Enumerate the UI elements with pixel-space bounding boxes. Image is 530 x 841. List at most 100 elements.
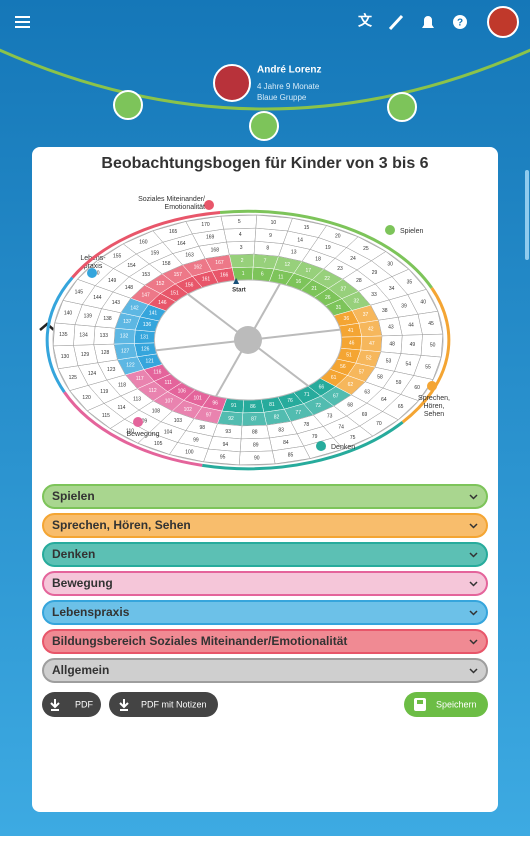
button-label: Speichern xyxy=(436,699,477,709)
cell-number: 48 xyxy=(389,342,395,348)
domain-label: Denken xyxy=(331,444,355,451)
timeline-arc xyxy=(0,48,530,111)
help-button[interactable]: ? xyxy=(453,15,467,29)
wheel-cell[interactable] xyxy=(185,215,224,235)
spoke xyxy=(247,328,341,341)
nav-button[interactable] xyxy=(113,90,143,120)
domain-label: Hören, xyxy=(423,403,444,410)
cell-number: 148 xyxy=(125,285,134,291)
domain-dot xyxy=(204,200,214,210)
cell-number: 152 xyxy=(156,281,165,287)
collapse-button[interactable] xyxy=(39,322,55,331)
edit-button[interactable] xyxy=(388,14,404,31)
cell-number: 129 xyxy=(81,352,90,358)
cell-number: 55 xyxy=(425,364,431,370)
domain-dot xyxy=(385,225,395,235)
cell-number: 81 xyxy=(269,402,275,408)
pdf-button[interactable]: PDF xyxy=(42,692,101,717)
cell-number: 60 xyxy=(414,385,420,391)
cell-number: 19 xyxy=(325,245,331,251)
cell-number: 27 xyxy=(341,286,347,292)
cell-number: 3 xyxy=(240,245,243,251)
cell-number: 162 xyxy=(194,265,203,271)
accordion-item[interactable]: Allgemein xyxy=(42,658,488,683)
cell-number: 69 xyxy=(362,412,368,418)
cell-number: 95 xyxy=(220,455,226,461)
cell-number: 83 xyxy=(278,427,284,433)
cell-number: 133 xyxy=(100,333,109,339)
accordion-item[interactable]: Spielen xyxy=(42,484,488,509)
chevron xyxy=(469,552,478,558)
accordion-label: Bildungsbereich Soziales Miteinander/Emo… xyxy=(52,634,347,648)
cell-number: 52 xyxy=(366,355,372,361)
cell-number: 37 xyxy=(363,312,369,318)
cell-number: 49 xyxy=(410,342,416,348)
cell-number: 120 xyxy=(82,395,91,401)
nav-button[interactable] xyxy=(387,92,417,122)
accordion-item[interactable]: Sprechen, Hören, Sehen xyxy=(42,513,488,538)
cell-number: 169 xyxy=(206,235,215,241)
cell-number: 113 xyxy=(133,396,141,402)
cell-number: 158 xyxy=(162,261,171,267)
domain-label: Bewegung xyxy=(126,431,159,438)
cell-number: 64 xyxy=(381,397,387,403)
cell-number: 6 xyxy=(261,271,264,277)
chevron xyxy=(469,668,478,674)
cell-number: 93 xyxy=(225,429,231,435)
accordion-label: Allgemein xyxy=(52,663,109,677)
accordion-item[interactable]: Bewegung xyxy=(42,571,488,596)
translate-button[interactable]: 文 xyxy=(358,13,373,29)
cell-number: 115 xyxy=(102,413,110,419)
chevron xyxy=(469,494,478,500)
cell-number: 79 xyxy=(312,434,318,440)
cell-number: 28 xyxy=(356,278,362,284)
save-button[interactable]: Speichern xyxy=(404,692,488,717)
cell-number: 142 xyxy=(130,305,139,311)
start-marker xyxy=(233,277,240,284)
cell-number: 117 xyxy=(136,376,144,382)
chevron xyxy=(469,581,478,587)
chevron xyxy=(469,639,478,645)
user-avatar[interactable] xyxy=(487,6,519,38)
pdf-notes-button[interactable]: PDF mit Notizen xyxy=(109,692,218,717)
cell-number: 128 xyxy=(101,350,110,356)
cell-number: 40 xyxy=(420,300,426,306)
cell-number: 167 xyxy=(215,260,224,266)
cell-number: 155 xyxy=(113,254,122,260)
search-button[interactable] xyxy=(249,111,279,141)
accordion-header xyxy=(42,629,488,654)
cell-number: 63 xyxy=(364,390,370,396)
accordion-item[interactable]: Lebenspraxis xyxy=(42,600,488,625)
notification-button[interactable] xyxy=(422,16,434,28)
cell-number: 161 xyxy=(202,277,211,283)
cell-number: 124 xyxy=(88,371,97,377)
cell-number: 47 xyxy=(369,341,375,347)
domain-label: Sprechen, xyxy=(418,395,450,402)
cell-number: 20 xyxy=(335,234,341,240)
cell-number: 78 xyxy=(304,422,310,428)
menu-button[interactable] xyxy=(15,16,30,28)
cell-number: 165 xyxy=(169,229,178,235)
accordion-item[interactable]: Bildungsbereich Soziales Miteinander/Emo… xyxy=(42,629,488,654)
cell-number: 22 xyxy=(324,276,330,282)
cell-number: 98 xyxy=(200,425,206,431)
domain-label: Sehen xyxy=(424,411,444,418)
domain-arc xyxy=(401,287,451,424)
cell-number: 156 xyxy=(185,283,194,289)
cell-number: 42 xyxy=(368,326,374,332)
cell-number: 118 xyxy=(118,382,126,388)
domain-arc xyxy=(71,211,221,279)
cell-number: 15 xyxy=(304,225,310,231)
accordion-item[interactable]: Denken xyxy=(42,542,488,567)
cell-number: 121 xyxy=(145,359,154,365)
accordion-label: Lebenspraxis xyxy=(52,605,130,619)
cell-number: 130 xyxy=(61,354,70,360)
cell-number: 33 xyxy=(371,292,377,298)
cell-number: 92 xyxy=(228,416,234,422)
cell-number: 66 xyxy=(319,384,325,390)
accordion-header xyxy=(42,600,488,625)
cell-number: 2 xyxy=(241,258,244,264)
cell-number: 45 xyxy=(428,321,434,327)
cell-number: 131 xyxy=(140,334,149,340)
cell-number: 110 xyxy=(126,429,134,435)
